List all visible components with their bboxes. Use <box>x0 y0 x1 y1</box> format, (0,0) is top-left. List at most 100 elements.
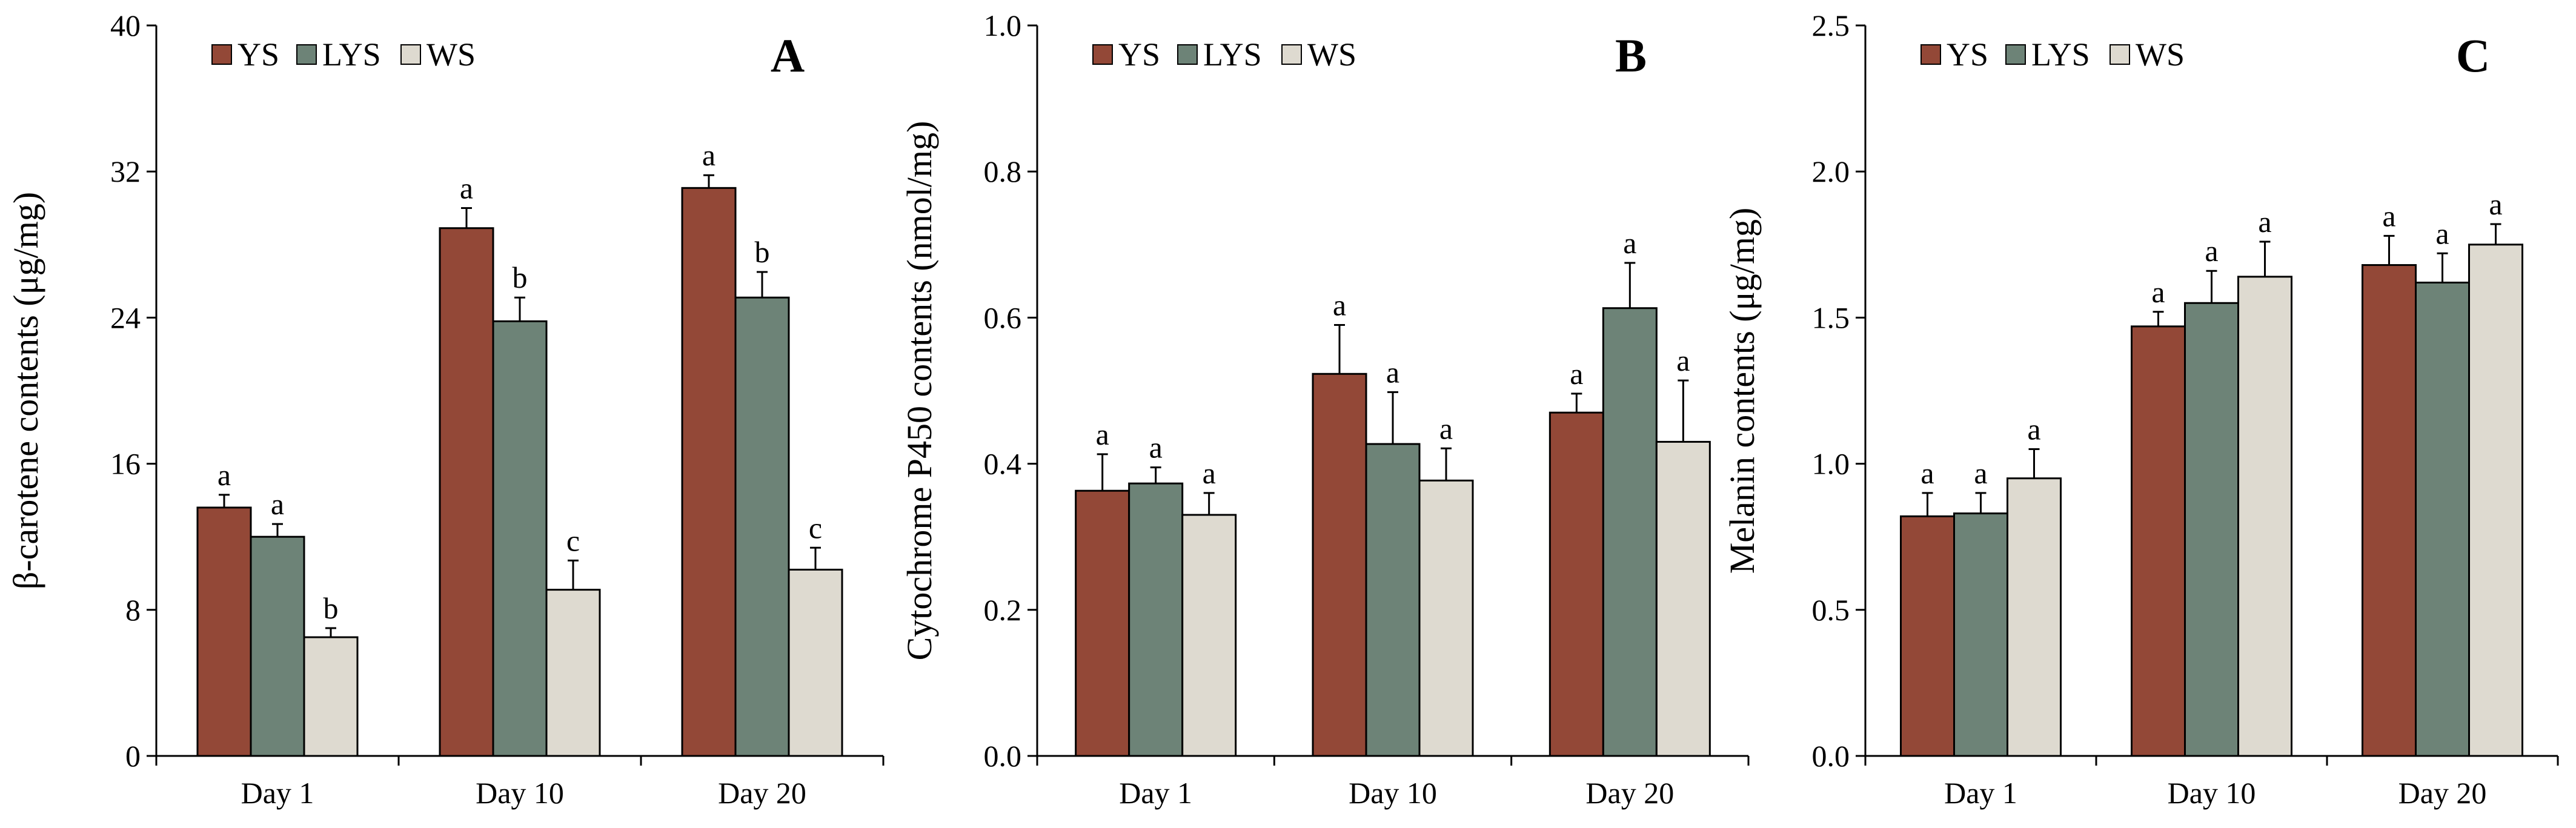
error-bar <box>2153 311 2164 326</box>
significance-letter: b <box>513 260 528 294</box>
significance-letter: a <box>1920 456 1934 490</box>
error-bar <box>810 546 821 570</box>
significance-letter: a <box>1333 288 1346 322</box>
significance-letter: a <box>1439 411 1453 445</box>
error-bar <box>1387 391 1398 445</box>
bar-ys-2 <box>439 227 494 757</box>
y-tick-label: 8 <box>125 593 141 627</box>
bar-lys-3 <box>2415 282 2470 757</box>
y-tick-label: 1.0 <box>984 8 1022 42</box>
significance-letter: a <box>1096 417 1109 451</box>
error-bar <box>2028 448 2040 479</box>
significance-letter: a <box>2489 187 2502 221</box>
x-category-label: Day 20 <box>718 776 806 810</box>
significance-letter: a <box>460 171 473 205</box>
y-axis-title: β-carotene contents (μg/mg) <box>6 192 45 589</box>
y-tick-label: 0.0 <box>984 739 1022 773</box>
significance-letter: a <box>2382 199 2395 233</box>
error-bar <box>2437 252 2448 283</box>
significance-letter: a <box>702 138 715 172</box>
bar-lys-3 <box>734 296 790 757</box>
significance-letter: c <box>566 523 580 557</box>
legend-label: WS <box>427 36 476 73</box>
chart-panel-a: 0 8 16 24 32 40 Day 1 Day 10 Day 20 a a b a b c a b c YS LY… <box>6 8 885 810</box>
panel-letter: B <box>1615 29 1647 82</box>
y-tick-label: 2.5 <box>1812 8 1850 42</box>
error-bar <box>2490 223 2501 245</box>
error-bar <box>325 627 336 638</box>
error-bar <box>1150 466 1161 484</box>
significance-letter: a <box>2205 234 2218 268</box>
significance-letter: a <box>2027 412 2040 446</box>
bar-lys-1 <box>1128 482 1184 757</box>
legend-label: LYS <box>322 36 381 73</box>
y-tick-label: 0.5 <box>1812 593 1850 627</box>
significance-letter: a <box>217 458 231 492</box>
legend-swatch-ys <box>1920 44 1941 65</box>
x-category-label: Day 10 <box>1349 776 1437 810</box>
legend-swatch-ys <box>211 44 232 65</box>
significance-letter: c <box>809 511 822 545</box>
significance-letter: a <box>1623 226 1636 260</box>
error-bar <box>1922 492 1933 517</box>
y-tick-label: 40 <box>110 8 141 42</box>
y-axis-title: Cytochrome P450 contents (nmol/mg) <box>900 121 939 661</box>
x-category-label: Day 20 <box>1585 776 1674 810</box>
error-bar <box>514 296 525 322</box>
significance-letter: a <box>271 487 284 521</box>
legend-label: LYS <box>1203 36 1262 73</box>
bar-ys-1 <box>196 506 252 757</box>
bar-ys-3 <box>1549 411 1604 757</box>
x-category-label: Day 1 <box>241 776 314 810</box>
bar-lys-1 <box>250 535 305 757</box>
legend-label: LYS <box>2031 36 2090 73</box>
error-bar <box>757 271 768 298</box>
bar-ys-3 <box>2362 264 2417 757</box>
y-tick-label: 16 <box>110 447 141 481</box>
y-tick-label: 1.0 <box>1812 447 1850 481</box>
x-category-label: Day 10 <box>476 776 564 810</box>
bar-ys-2 <box>2131 325 2186 757</box>
bar-ys-2 <box>1312 373 1367 757</box>
y-tick-label: 2.0 <box>1812 154 1850 188</box>
x-category-label: Day 20 <box>2398 776 2487 810</box>
significance-letter: a <box>2435 216 2449 250</box>
error-bar <box>2383 234 2395 265</box>
y-tick-label: 24 <box>110 300 141 334</box>
legend-label: YS <box>237 36 279 73</box>
error-bar <box>2259 240 2271 277</box>
y-axis-title: Melanin contents (μg/mg) <box>1722 208 1762 574</box>
x-category-label: Day 1 <box>1944 776 2017 810</box>
error-bar <box>461 207 472 228</box>
significance-letter: b <box>755 235 770 269</box>
bar-lys-3 <box>1602 307 1658 757</box>
significance-letter: a <box>1570 357 1583 391</box>
y-tick-label: 0.8 <box>984 154 1022 188</box>
significance-letter: a <box>1676 343 1690 377</box>
bar-ys-1 <box>1075 489 1130 757</box>
error-bar <box>1678 379 1689 442</box>
error-bar <box>703 174 714 188</box>
legend-label: WS <box>1307 36 1356 73</box>
legend-swatch-lys <box>2005 44 2026 65</box>
error-bar <box>1441 447 1452 481</box>
error-bar <box>1975 492 1987 514</box>
legend-swatch-ws <box>2110 44 2130 65</box>
significance-letter: a <box>1149 431 1163 465</box>
y-tick-label: 32 <box>110 154 141 188</box>
bar-lys-2 <box>2184 302 2239 757</box>
y-tick-label: 0 <box>125 739 141 773</box>
y-tick-label: 0.4 <box>984 447 1022 481</box>
error-bar <box>1334 323 1345 374</box>
error-bar <box>1203 492 1215 515</box>
bar-ws-1 <box>303 636 359 757</box>
legend-swatch-lys <box>1177 44 1198 65</box>
error-bar <box>1097 453 1108 491</box>
bar-ws-3 <box>1655 440 1711 757</box>
error-bar <box>2206 270 2217 303</box>
bar-lys-2 <box>1365 443 1421 757</box>
error-bar <box>1571 392 1582 413</box>
significance-letter: b <box>324 591 339 625</box>
legend-swatch-ws <box>400 44 421 65</box>
